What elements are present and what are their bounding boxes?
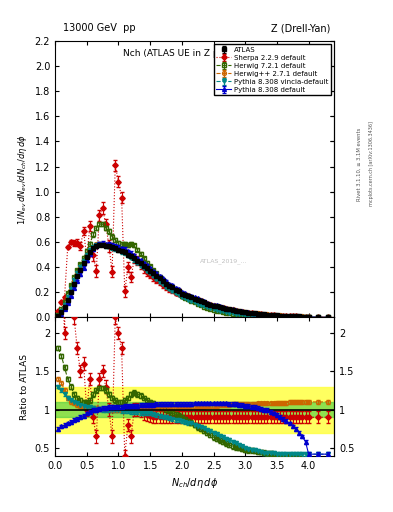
Text: Z (Drell-Yan): Z (Drell-Yan) [271, 23, 330, 33]
Bar [55, 387, 334, 433]
Text: ATLAS_2019_...: ATLAS_2019_... [200, 258, 248, 264]
Bar [55, 402, 334, 417]
Text: mcplots.cern.ch [arXiv:1306.3436]: mcplots.cern.ch [arXiv:1306.3436] [369, 121, 374, 206]
Y-axis label: $1/N_{ev}\,dN_{ev}/dN_{ch}/d\eta\,d\phi$: $1/N_{ev}\,dN_{ev}/dN_{ch}/d\eta\,d\phi$ [16, 134, 29, 225]
X-axis label: $N_{ch}/d\eta\,d\phi$: $N_{ch}/d\eta\,d\phi$ [171, 476, 218, 490]
Y-axis label: Ratio to ATLAS: Ratio to ATLAS [20, 354, 29, 419]
Text: 13000 GeV  pp: 13000 GeV pp [63, 23, 136, 33]
Text: Rivet 3.1.10, ≥ 3.1M events: Rivet 3.1.10, ≥ 3.1M events [357, 127, 362, 201]
Legend: ATLAS, Sherpa 2.2.9 default, Herwig 7.2.1 default, Herwig++ 2.7.1 default, Pythi: ATLAS, Sherpa 2.2.9 default, Herwig 7.2.… [214, 45, 331, 95]
Text: Nch (ATLAS UE in Z production): Nch (ATLAS UE in Z production) [123, 49, 266, 58]
